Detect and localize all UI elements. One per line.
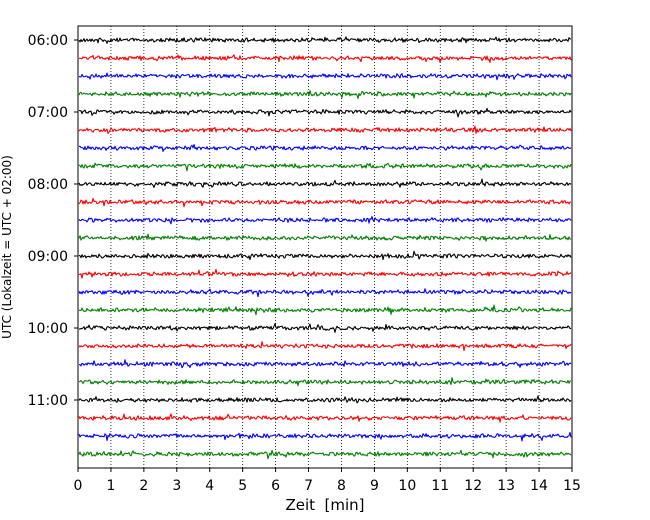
trace-line [78,90,572,100]
trace-line [78,413,572,423]
trace-line [78,107,572,118]
x-tick-label: 14 [530,478,548,494]
trace-line [78,216,572,225]
x-tick-label: 2 [139,478,148,494]
seismic-traces [78,36,572,460]
x-tick-label: 0 [74,478,83,494]
trace-line [78,323,572,333]
x-tick-label: 15 [563,478,581,494]
y-tick-label: 06:00 [28,33,68,49]
y-axis-ticks: 06:00 07:00 08:00 09:00 10:00 11:00 [28,33,78,409]
x-axis-ticks: 0 1 2 3 4 5 6 7 8 9 10 11 12 13 14 15 [74,468,581,494]
trace-line [78,197,572,208]
x-tick-label: 11 [431,478,449,494]
trace-line [78,36,572,44]
x-tick-label: 1 [106,478,115,494]
y-tick-label: 09:00 [28,249,68,265]
x-tick-label: 13 [497,478,515,494]
trace-line [78,125,572,135]
trace-line [78,178,572,188]
y-tick-label: 08:00 [28,177,68,193]
x-tick-label: 4 [205,478,214,494]
trace-line [78,431,572,442]
y-axis-label: UTC (Lokalzeit = UTC + 02:00) [0,155,14,339]
y-tick-label: 10:00 [28,321,68,337]
x-tick-label: 9 [370,478,379,494]
trace-line [78,359,572,369]
trace-line [78,250,572,261]
grid-lines [110,26,540,468]
trace-line [78,72,572,81]
y-tick-label: 11:00 [28,393,68,409]
trace-line [78,395,572,404]
x-tick-label: 10 [398,478,416,494]
x-tick-label: 7 [304,478,313,494]
trace-line [78,449,572,460]
trace-line [78,268,572,279]
trace-line [78,143,572,152]
trace-line [78,233,572,242]
y-tick-label: 07:00 [28,105,68,121]
x-tick-label: 5 [238,478,247,494]
x-tick-label: 3 [172,478,181,494]
plot-frame [77,25,573,469]
trace-line [78,162,572,172]
x-tick-label: 6 [271,478,280,494]
trace-line [78,288,572,298]
x-axis-label: Zeit [min] [285,496,364,514]
x-tick-label: 8 [337,478,346,494]
trace-line [78,341,572,352]
x-tick-label: 12 [464,478,482,494]
trace-line [78,377,572,387]
trace-line [78,54,572,63]
trace-line [78,304,572,316]
